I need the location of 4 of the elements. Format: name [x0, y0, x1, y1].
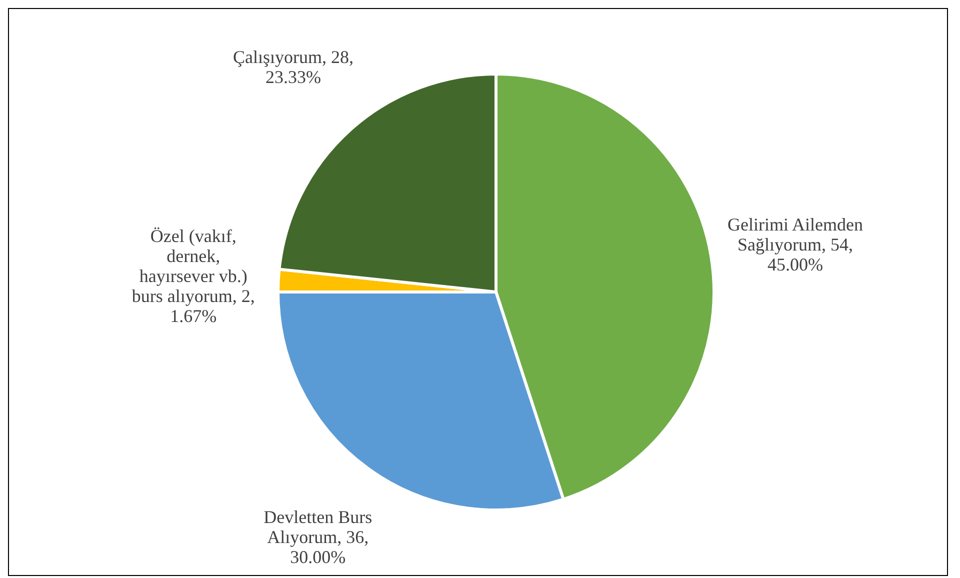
- slice-label: Devletten Burs Alıyorum, 36, 30.00%: [264, 507, 372, 568]
- slice-label: Gelirimi Ailemden Sağlıyorum, 54, 45.00%: [728, 214, 864, 275]
- slice-label: Çalışıyorum, 28, 23.33%: [233, 46, 354, 87]
- slice-label: Özel (vakıf, dernek, hayırsever vb.) burs alıyorum, 2, 1.67%: [132, 226, 255, 326]
